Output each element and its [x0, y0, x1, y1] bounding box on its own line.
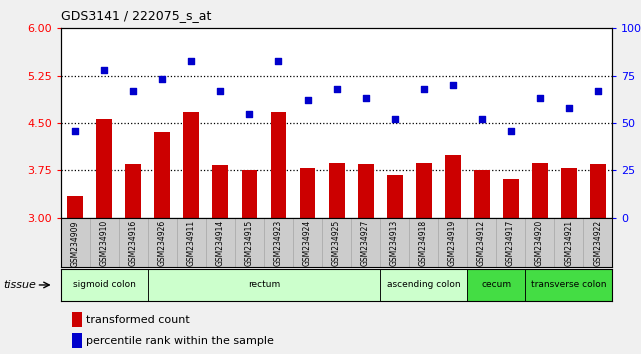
Bar — [474, 170, 490, 218]
Bar — [183, 112, 199, 218]
Point — [128, 88, 138, 94]
Bar — [380, 269, 467, 301]
Text: sigmoid colon: sigmoid colon — [73, 280, 136, 290]
Point — [390, 116, 400, 122]
Point — [331, 86, 342, 92]
Bar — [148, 269, 380, 301]
Point — [244, 111, 254, 116]
Bar — [61, 269, 148, 301]
Bar — [358, 164, 374, 218]
Point — [360, 96, 370, 101]
Bar — [96, 119, 112, 218]
Point — [99, 67, 110, 73]
Bar — [387, 175, 403, 218]
Text: GSM234913: GSM234913 — [390, 220, 399, 267]
Bar — [409, 218, 438, 267]
Point — [215, 88, 226, 94]
Text: rectum: rectum — [248, 280, 280, 290]
Text: GSM234917: GSM234917 — [506, 220, 515, 267]
Text: GSM234914: GSM234914 — [216, 220, 225, 267]
Text: GSM234912: GSM234912 — [477, 220, 486, 266]
Bar — [126, 164, 142, 218]
Text: GSM234920: GSM234920 — [535, 220, 544, 267]
Bar — [525, 218, 554, 267]
Text: GSM234915: GSM234915 — [245, 220, 254, 267]
Point — [71, 128, 81, 133]
Text: GSM234916: GSM234916 — [129, 220, 138, 267]
Point — [303, 97, 313, 103]
Text: GSM234910: GSM234910 — [100, 220, 109, 267]
Text: GSM234927: GSM234927 — [361, 220, 370, 267]
Bar — [235, 218, 264, 267]
Bar — [177, 218, 206, 267]
Point — [419, 86, 429, 92]
Bar — [445, 155, 461, 218]
Bar — [583, 218, 612, 267]
Point — [447, 82, 458, 88]
Text: GSM234926: GSM234926 — [158, 220, 167, 267]
Point — [563, 105, 574, 111]
Text: GSM234911: GSM234911 — [187, 220, 196, 266]
Text: percentile rank within the sample: percentile rank within the sample — [86, 336, 274, 346]
Text: transverse colon: transverse colon — [531, 280, 606, 290]
Bar — [380, 218, 409, 267]
Bar — [206, 218, 235, 267]
Text: GSM234924: GSM234924 — [303, 220, 312, 267]
Text: cecum: cecum — [481, 280, 511, 290]
Bar — [415, 163, 431, 218]
Text: tissue: tissue — [3, 280, 36, 290]
Text: GSM234922: GSM234922 — [593, 220, 602, 266]
Bar — [61, 218, 90, 267]
Bar — [293, 218, 322, 267]
Bar — [242, 170, 258, 218]
Text: GSM234909: GSM234909 — [71, 220, 80, 267]
Bar — [329, 163, 344, 218]
Bar — [503, 178, 519, 218]
Bar — [525, 269, 612, 301]
Bar — [213, 165, 228, 218]
Bar — [264, 218, 293, 267]
Point — [187, 58, 197, 63]
Bar — [67, 196, 83, 218]
Text: GDS3141 / 222075_s_at: GDS3141 / 222075_s_at — [61, 9, 212, 22]
Bar — [148, 218, 177, 267]
Bar — [496, 218, 525, 267]
Bar — [531, 163, 547, 218]
Bar — [467, 269, 525, 301]
Point — [273, 58, 283, 63]
Bar — [299, 169, 315, 218]
Bar — [590, 164, 606, 218]
Text: ascending colon: ascending colon — [387, 280, 460, 290]
Bar — [554, 218, 583, 267]
Point — [535, 96, 545, 101]
Bar — [72, 312, 82, 327]
Text: GSM234919: GSM234919 — [448, 220, 457, 267]
Text: transformed count: transformed count — [86, 315, 190, 325]
Text: GSM234918: GSM234918 — [419, 220, 428, 266]
Bar — [154, 132, 171, 218]
Point — [506, 128, 516, 133]
Bar — [322, 218, 351, 267]
Text: GSM234923: GSM234923 — [274, 220, 283, 267]
Text: GSM234921: GSM234921 — [564, 220, 573, 266]
Point — [592, 88, 603, 94]
Bar — [467, 218, 496, 267]
Bar — [90, 218, 119, 267]
Bar — [438, 218, 467, 267]
Text: GSM234925: GSM234925 — [332, 220, 341, 267]
Point — [476, 116, 487, 122]
Bar — [351, 218, 380, 267]
Bar — [271, 112, 287, 218]
Bar — [72, 333, 82, 348]
Point — [157, 76, 167, 82]
Bar — [119, 218, 148, 267]
Bar — [561, 169, 577, 218]
